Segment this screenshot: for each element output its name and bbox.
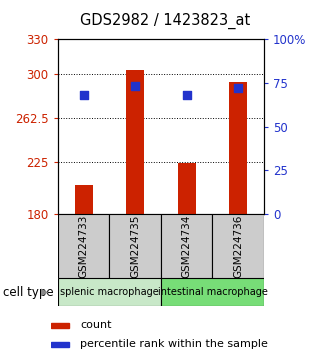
- Bar: [58, 214, 109, 278]
- Text: GSM224735: GSM224735: [130, 214, 140, 278]
- Point: [81, 92, 86, 98]
- Text: GSM224734: GSM224734: [182, 214, 192, 278]
- Text: intestinal macrophage: intestinal macrophage: [157, 287, 267, 297]
- Bar: [126, 70, 144, 214]
- Bar: [51, 323, 69, 328]
- Bar: [161, 214, 213, 278]
- Text: percentile rank within the sample: percentile rank within the sample: [80, 339, 268, 349]
- Point: [236, 85, 241, 91]
- Bar: [75, 185, 92, 214]
- Text: count: count: [80, 320, 112, 330]
- Bar: [161, 278, 264, 306]
- Point: [184, 92, 189, 98]
- Bar: [178, 163, 196, 214]
- Bar: [229, 82, 247, 214]
- Bar: [213, 214, 264, 278]
- Text: ▶: ▶: [41, 287, 49, 297]
- Point: [132, 84, 138, 89]
- Text: cell type: cell type: [3, 286, 54, 298]
- Text: GSM224733: GSM224733: [79, 214, 88, 278]
- Bar: [58, 278, 161, 306]
- Text: splenic macrophage: splenic macrophage: [60, 287, 159, 297]
- Bar: [51, 342, 69, 347]
- Text: GSM224736: GSM224736: [233, 214, 243, 278]
- Bar: [109, 214, 161, 278]
- Text: GDS2982 / 1423823_at: GDS2982 / 1423823_at: [80, 12, 250, 29]
